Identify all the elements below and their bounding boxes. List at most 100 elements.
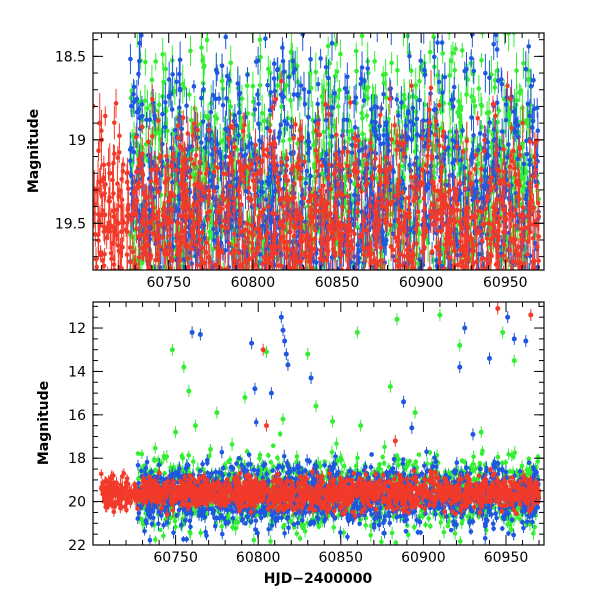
data-point — [200, 274, 205, 279]
data-point — [517, 314, 522, 319]
data-point — [302, 272, 307, 277]
data-point — [238, 344, 243, 349]
data-point — [509, 0, 514, 3]
data-point — [408, 291, 413, 296]
data-point — [178, 423, 183, 428]
data-point — [530, 125, 535, 130]
data-point — [345, 118, 350, 123]
data-point — [362, 98, 367, 103]
data-point — [204, 368, 209, 373]
data-point — [307, 290, 312, 295]
data-point — [529, 280, 534, 285]
data-point — [360, 116, 365, 121]
data-point — [525, 152, 530, 157]
data-point — [371, 391, 376, 396]
data-point — [338, 375, 343, 380]
data-point — [252, 314, 257, 319]
data-point — [199, 96, 204, 101]
data-point — [130, 286, 135, 291]
data-point — [491, 42, 496, 47]
data-point — [306, 159, 311, 164]
data-point — [279, 123, 284, 128]
data-point — [417, 79, 422, 84]
data-point — [434, 107, 439, 112]
data-point — [349, 315, 354, 320]
data-point — [372, 312, 377, 317]
data-point — [296, 360, 301, 365]
data-point — [199, 388, 204, 393]
data-point — [379, 393, 384, 398]
data-point — [203, 318, 208, 323]
data-point — [369, 331, 374, 336]
data-point — [214, 397, 219, 402]
data-point — [258, 37, 263, 42]
data-point — [183, 295, 188, 300]
data-point — [334, 389, 339, 394]
data-point — [310, 347, 315, 352]
data-point — [135, 28, 140, 33]
data-point — [321, 130, 326, 135]
data-point — [445, 282, 450, 287]
data-point — [453, 47, 458, 52]
data-point — [299, 290, 304, 295]
data-point — [411, 106, 416, 111]
data-point — [342, 411, 347, 416]
data-point — [528, 158, 533, 163]
data-point — [354, 95, 359, 100]
data-point — [400, 333, 405, 338]
data-point — [453, 388, 458, 393]
data-point — [235, 325, 240, 330]
data-point — [172, 352, 177, 357]
data-point — [304, 338, 309, 343]
data-point — [378, 279, 383, 284]
data-point — [377, 124, 382, 129]
data-point — [526, 44, 531, 49]
data-point — [205, 282, 210, 287]
data-point — [182, 86, 187, 91]
data-point — [305, 270, 310, 275]
data-point — [460, 48, 465, 53]
data-point — [198, 289, 203, 294]
data-point — [386, 296, 391, 301]
data-point — [301, 274, 306, 279]
data-point — [227, 292, 232, 297]
data-point — [461, 310, 466, 315]
data-point — [502, 296, 507, 301]
data-point — [147, 345, 152, 350]
data-point — [319, 321, 324, 326]
data-point — [254, 291, 259, 296]
data-point — [176, 329, 181, 334]
data-point — [129, 293, 134, 298]
data-point — [356, 304, 361, 309]
data-point — [197, 274, 202, 279]
data-point — [278, 304, 283, 309]
data-point — [483, 71, 488, 76]
data-point — [285, 122, 290, 127]
data-point — [341, 5, 346, 10]
data-point — [199, 6, 204, 11]
data-point — [399, 100, 404, 105]
data-point — [406, 111, 411, 116]
data-point — [246, 299, 251, 304]
data-point — [471, 326, 476, 331]
data-point — [377, 344, 382, 349]
data-point — [444, 272, 449, 277]
data-point — [519, 293, 524, 298]
data-point — [269, 6, 274, 11]
data-point — [369, 364, 374, 369]
data-point — [193, 301, 198, 306]
data-point — [197, 297, 202, 302]
data-point — [440, 40, 445, 45]
data-point — [130, 337, 135, 342]
data-point — [324, 65, 329, 70]
data-point — [506, 394, 511, 399]
data-point — [530, 333, 535, 338]
data-point — [144, 117, 149, 122]
data-point — [250, 312, 255, 317]
data-point — [160, 52, 165, 57]
data-point — [404, 270, 409, 275]
data-point — [218, 286, 223, 291]
data-point — [527, 277, 532, 282]
data-point — [215, 284, 220, 289]
data-point — [145, 316, 150, 321]
